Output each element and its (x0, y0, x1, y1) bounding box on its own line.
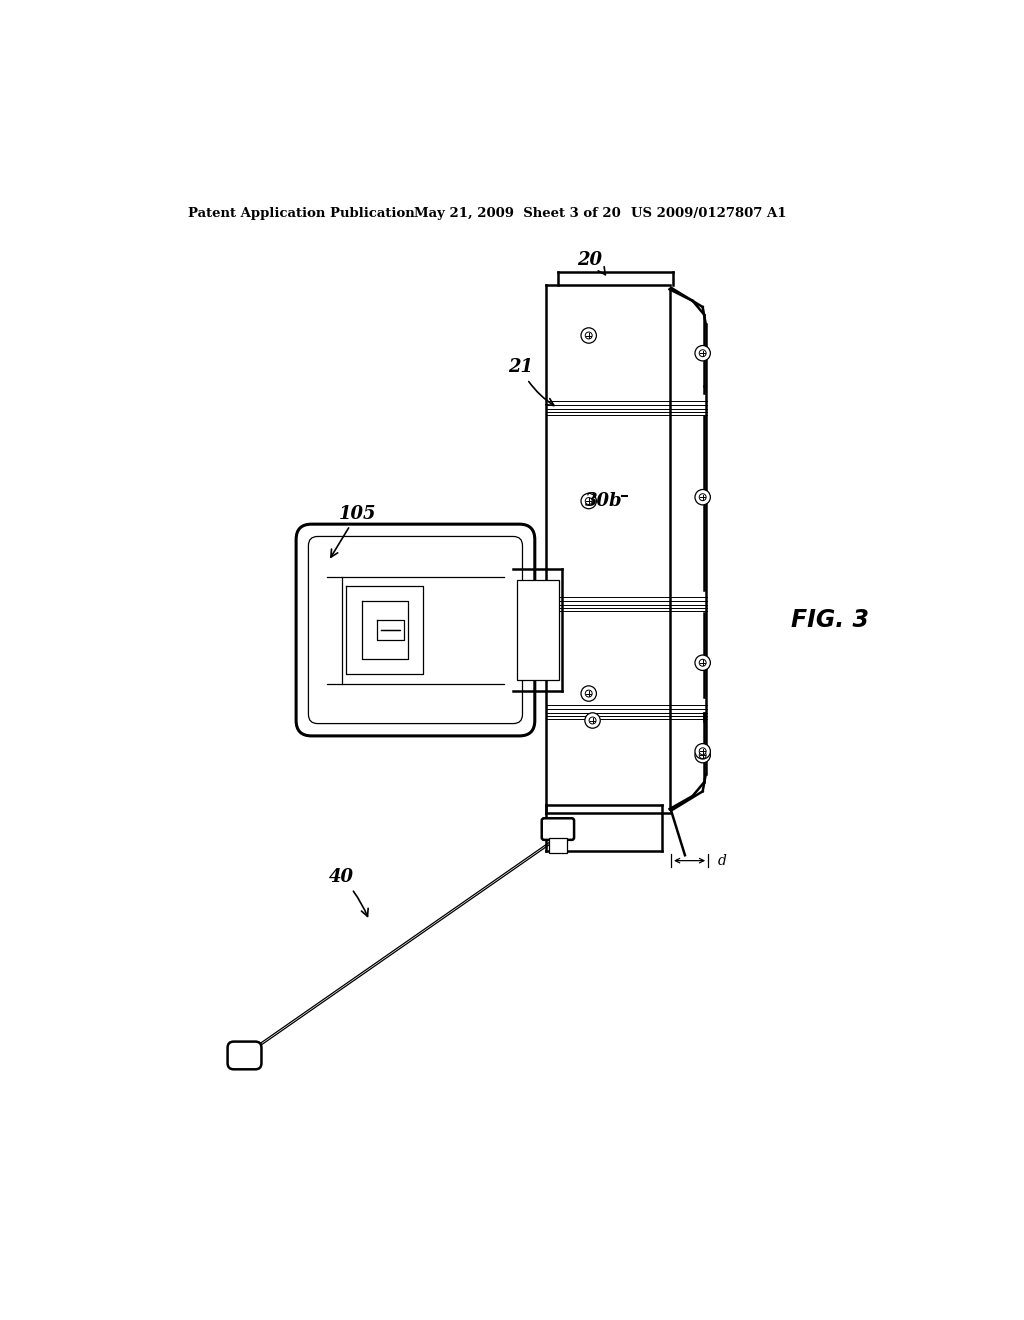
FancyBboxPatch shape (542, 818, 574, 840)
Text: 30b: 30b (585, 492, 623, 510)
Text: 40: 40 (330, 869, 369, 916)
Text: FIG. 3: FIG. 3 (792, 609, 869, 632)
Text: May 21, 2009  Sheet 3 of 20: May 21, 2009 Sheet 3 of 20 (414, 207, 621, 220)
FancyBboxPatch shape (296, 524, 535, 737)
Circle shape (586, 333, 592, 339)
Circle shape (581, 686, 596, 701)
Circle shape (699, 748, 707, 755)
Circle shape (695, 490, 711, 506)
Circle shape (699, 350, 707, 356)
FancyBboxPatch shape (308, 536, 522, 723)
Text: 105: 105 (331, 504, 376, 557)
Circle shape (695, 743, 711, 759)
Circle shape (581, 327, 596, 343)
Circle shape (699, 751, 707, 759)
Text: d: d (718, 854, 727, 867)
Circle shape (695, 655, 711, 671)
Circle shape (586, 690, 592, 697)
Circle shape (586, 498, 592, 504)
Text: Patent Application Publication: Patent Application Publication (188, 207, 415, 220)
Circle shape (699, 659, 707, 667)
Circle shape (695, 346, 711, 360)
Text: 20: 20 (578, 251, 605, 275)
Circle shape (589, 717, 596, 723)
Circle shape (581, 494, 596, 508)
Bar (517, 581, 559, 680)
FancyBboxPatch shape (227, 1041, 261, 1069)
Circle shape (699, 494, 707, 500)
Circle shape (585, 713, 600, 729)
Circle shape (695, 747, 711, 763)
Text: US 2009/0127807 A1: US 2009/0127807 A1 (631, 207, 786, 220)
Text: 21: 21 (508, 359, 554, 405)
Bar (549, 838, 567, 853)
